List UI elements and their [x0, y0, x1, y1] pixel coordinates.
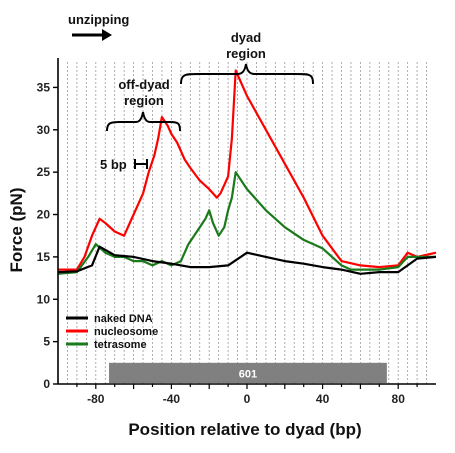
legend-label-naked-dna: naked DNA — [94, 313, 153, 325]
off-dyad-bracket — [106, 111, 181, 132]
series-lines — [57, 69, 437, 275]
series-line-nucleosome — [58, 69, 437, 271]
y-tick-label: 35 — [37, 80, 51, 94]
y-tick-label: 30 — [37, 123, 51, 137]
series-line-naked-dna — [57, 245, 437, 275]
y-tick-label: 5 — [43, 335, 50, 349]
x-tick-label: -40 — [163, 392, 181, 406]
bar-601-rect — [109, 362, 387, 383]
dyad-label-line1: dyad — [231, 30, 261, 45]
y-tick-label: 15 — [37, 250, 51, 264]
unzipping-label: unzipping — [68, 12, 129, 27]
legend-label-nucleosome: nucleosome — [94, 326, 158, 338]
off-dyad-label-line1: off-dyad — [118, 77, 169, 92]
legend-label-tetrasome: tetrasome — [94, 339, 147, 351]
vertical-grid — [67, 62, 427, 384]
dyad-label-line2: region — [226, 46, 266, 61]
scale-bar — [134, 159, 148, 169]
y-tick-label: 25 — [37, 165, 51, 179]
unzipping-arrow — [72, 29, 112, 41]
off-dyad-label-line2: region — [124, 93, 164, 108]
bar-601: 601 — [109, 362, 387, 383]
x-tick-label: 80 — [392, 392, 406, 406]
axes — [53, 58, 436, 389]
dyad-bracket — [180, 63, 314, 85]
scale-bar-label: 5 bp — [100, 157, 127, 172]
x-tick-label: 0 — [244, 392, 251, 406]
y-tick-label: 10 — [37, 292, 51, 306]
x-tick-label: -80 — [87, 392, 105, 406]
y-axis-title: Force (pN) — [7, 188, 26, 273]
x-tick-label: 40 — [316, 392, 330, 406]
y-tick-label: 0 — [43, 377, 50, 391]
tick-labels: 0 5 10 15 20 25 30 35 -80 -40 0 40 80 — [37, 80, 406, 406]
y-tick-label: 20 — [37, 208, 51, 222]
bar-601-label: 601 — [239, 368, 257, 380]
x-axis-title: Position relative to dyad (bp) — [128, 420, 361, 439]
